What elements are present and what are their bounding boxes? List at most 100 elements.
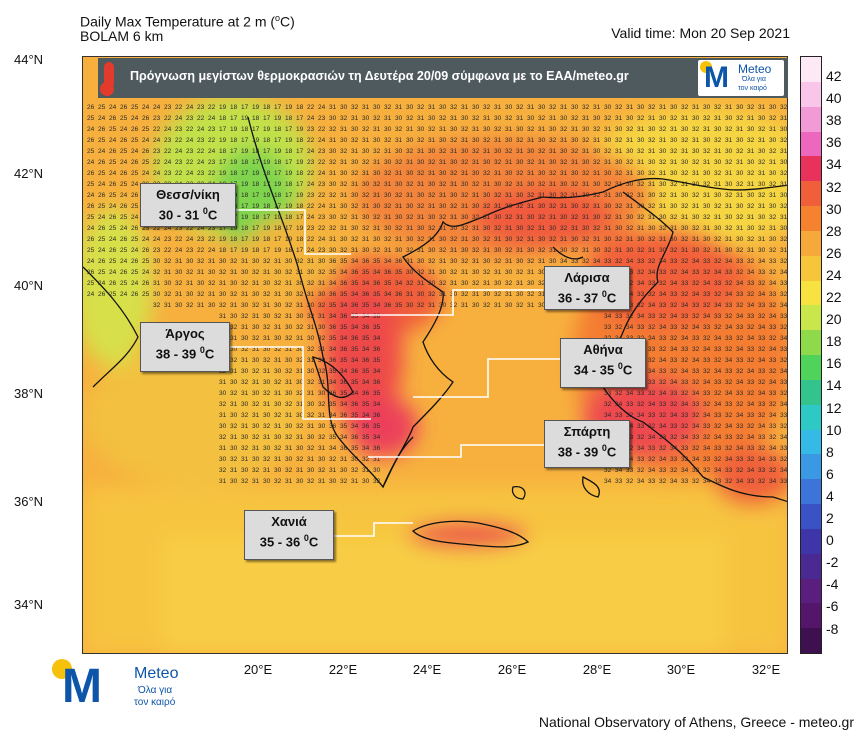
grid-value: 32 <box>571 148 579 155</box>
grid-value: 30 <box>164 280 172 287</box>
grid-value: 31 <box>494 203 502 210</box>
grid-value: 31 <box>274 390 282 397</box>
grid-value: 32 <box>483 137 491 144</box>
grid-value: 31 <box>703 159 711 166</box>
grid-value: 30 <box>417 126 425 133</box>
grid-value: 25 <box>87 247 95 254</box>
colorbar-label: 10 <box>826 421 842 438</box>
grid-value: 30 <box>186 258 194 265</box>
grid-value: 31 <box>725 104 733 111</box>
grid-value: 30 <box>681 159 689 166</box>
grid-value: 18 <box>274 159 282 166</box>
grid-value: 31 <box>725 170 733 177</box>
grid-value: 26 <box>87 269 95 276</box>
grid-value: 34 <box>769 313 777 320</box>
grid-value: 31 <box>516 214 524 221</box>
grid-value: 32 <box>307 412 315 419</box>
grid-value: 31 <box>780 181 788 188</box>
grid-value: 30 <box>494 280 502 287</box>
grid-value: 31 <box>318 313 326 320</box>
grid-value: 32 <box>604 181 612 188</box>
grid-value: 30 <box>406 302 414 309</box>
grid-value: 32 <box>648 456 656 463</box>
grid-value: 31 <box>714 214 722 221</box>
grid-value: 30 <box>560 115 568 122</box>
grid-value: 30 <box>516 126 524 133</box>
grid-value: 30 <box>703 236 711 243</box>
grid-value: 36 <box>384 269 392 276</box>
grid-value: 32 <box>252 467 260 474</box>
grid-value: 31 <box>252 280 260 287</box>
grid-value: 31 <box>758 236 766 243</box>
grid-value: 33 <box>780 445 788 452</box>
grid-value: 31 <box>351 115 359 122</box>
grid-value: 30 <box>252 390 260 397</box>
grid-value: 31 <box>582 247 590 254</box>
grid-value: 19 <box>219 137 227 144</box>
lat-label-36: 36°N <box>14 494 44 509</box>
grid-value: 34 <box>780 368 788 375</box>
grid-value: 32 <box>725 346 733 353</box>
grid-value: 32 <box>714 390 722 397</box>
grid-value: 34 <box>329 280 337 287</box>
grid-value: 32 <box>164 258 172 265</box>
grid-value: 31 <box>285 412 293 419</box>
grid-value: 26 <box>109 247 117 254</box>
grid-value: 33 <box>747 280 755 287</box>
grid-value: 32 <box>714 170 722 177</box>
grid-value: 26 <box>131 258 139 265</box>
grid-value: 30 <box>285 357 293 364</box>
grid-value: 30 <box>395 181 403 188</box>
grid-value: 31 <box>307 357 315 364</box>
grid-value: 32 <box>472 214 480 221</box>
grid-value: 32 <box>747 258 755 265</box>
grid-value: 30 <box>450 291 458 298</box>
grid-value: 31 <box>538 126 546 133</box>
grid-value: 30 <box>439 269 447 276</box>
grid-value: 30 <box>483 258 491 265</box>
callout-larisa: Λάρισα 36 - 37 0C <box>544 266 630 310</box>
grid-value: 24 <box>318 170 326 177</box>
grid-value: 32 <box>670 401 678 408</box>
grid-value: 19 <box>296 126 304 133</box>
grid-value: 32 <box>274 280 282 287</box>
grid-value: 34 <box>340 368 348 375</box>
grid-value: 31 <box>208 291 216 298</box>
grid-value: 17 <box>263 148 271 155</box>
grid-value: 30 <box>406 104 414 111</box>
grid-value: 30 <box>571 236 579 243</box>
colorbar-segment <box>801 628 821 654</box>
colorbar-segment <box>801 57 821 83</box>
grid-value: 22 <box>175 137 183 144</box>
grid-value: 31 <box>758 104 766 111</box>
grid-value: 32 <box>703 269 711 276</box>
grid-value: 30 <box>593 148 601 155</box>
grid-value: 30 <box>153 291 161 298</box>
grid-value: 30 <box>230 445 238 452</box>
grid-value: 30 <box>494 214 502 221</box>
grid-value: 26 <box>98 291 106 298</box>
grid-value: 22 <box>318 225 326 232</box>
grid-value: 31 <box>593 170 601 177</box>
grid-value: 31 <box>439 159 447 166</box>
grid-value: 30 <box>736 104 744 111</box>
grid-value: 32 <box>637 214 645 221</box>
grid-value: 31 <box>450 115 458 122</box>
grid-value: 33 <box>736 258 744 265</box>
grid-value: 30 <box>714 225 722 232</box>
grid-value: 30 <box>296 280 304 287</box>
grid-value: 32 <box>736 148 744 155</box>
grid-value: 26 <box>98 225 106 232</box>
grid-value: 32 <box>318 434 326 441</box>
logo-word: Meteo <box>738 62 772 76</box>
grid-value: 36 <box>362 423 370 430</box>
grid-value: 30 <box>329 148 337 155</box>
grid-value: 34 <box>681 467 689 474</box>
grid-value: 30 <box>703 137 711 144</box>
grid-value: 31 <box>230 269 238 276</box>
grid-value: 32 <box>219 302 227 309</box>
grid-value: 35 <box>373 423 381 430</box>
grid-value: 32 <box>692 379 700 386</box>
grid-value: 30 <box>241 434 249 441</box>
grid-value: 36 <box>329 390 337 397</box>
